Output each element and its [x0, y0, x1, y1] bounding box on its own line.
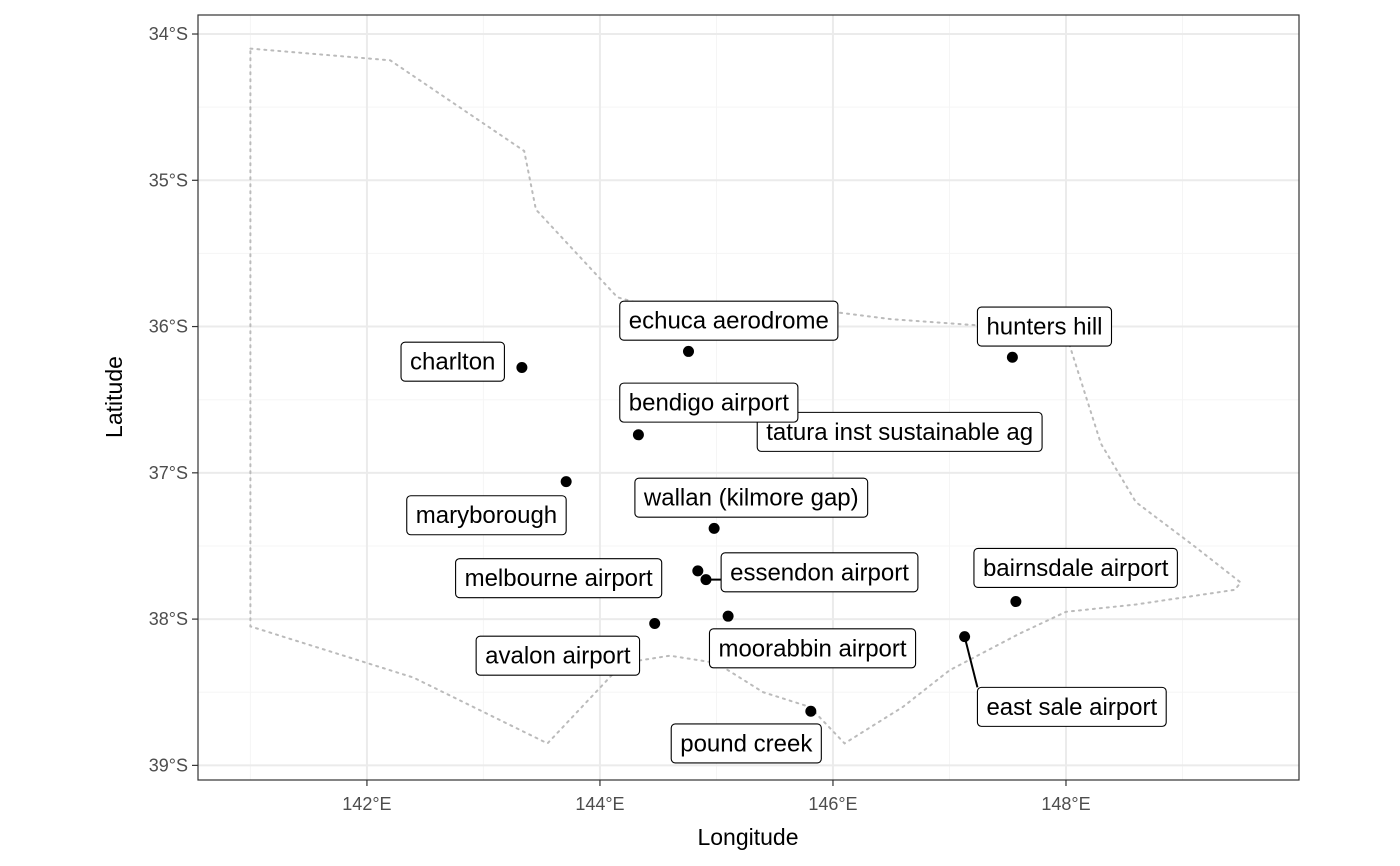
- station-label-box: [634, 477, 869, 518]
- station-label: maryborough: [406, 495, 567, 536]
- station-label-box: [973, 547, 1178, 588]
- station-label-text: tatura inst sustainable ag: [766, 419, 1033, 446]
- station-label-text: bendigo airport: [629, 390, 789, 417]
- station-label-text: bairnsdale airport: [983, 555, 1169, 582]
- station-label-text: essendon airport: [730, 559, 909, 586]
- station-label-text: charlton: [410, 349, 495, 376]
- station-label: tatura inst sustainable ag: [756, 411, 1043, 452]
- station-label-text: wallan (kilmore gap): [643, 485, 859, 512]
- axis-ticks: 142°E 144°E 146°E 148°E 34°S 35°S 36°S 37°S 38°S…: [149, 24, 1091, 814]
- y-axis-title: Latitude: [101, 356, 127, 438]
- station-point: [649, 617, 661, 629]
- y-tick-label: 36°S: [149, 317, 188, 337]
- station-point: [708, 522, 720, 534]
- station-label: avalon airport: [475, 635, 641, 676]
- x-tick-label: 148°E: [1041, 794, 1090, 814]
- station-label-box: [455, 558, 663, 599]
- station-label-box: [756, 411, 1043, 452]
- grid-lines: [198, 15, 1299, 780]
- station-label: moorabbin airport: [708, 628, 917, 669]
- station-label-box: [475, 635, 641, 676]
- station-label: melbourne airport: [455, 558, 663, 599]
- station-label-text: east sale airport: [986, 694, 1157, 721]
- station-label-box: [400, 341, 505, 382]
- station-point: [959, 631, 971, 643]
- station-point: [560, 476, 572, 488]
- station-label-text: pound creek: [680, 730, 813, 757]
- station-label: echuca aerodrome: [619, 300, 839, 341]
- station-label: charlton: [400, 341, 505, 382]
- station-label-text: avalon airport: [485, 643, 631, 670]
- station-point: [1010, 596, 1022, 608]
- station-label-box: [406, 495, 567, 536]
- station-labels: charlton echuca aerodrome hunters hill tatu…: [400, 300, 1178, 764]
- station-label: pound creek: [670, 723, 822, 764]
- station-point: [516, 362, 528, 374]
- station-point: [805, 705, 817, 717]
- station-label-box: [619, 300, 839, 341]
- x-tick-label: 142°E: [342, 794, 391, 814]
- station-label-box: [619, 382, 799, 423]
- station-label-text: hunters hill: [986, 314, 1102, 341]
- station-label: bendigo airport: [619, 382, 799, 423]
- x-axis-title: Longitude: [697, 824, 798, 850]
- station-label-box: [976, 306, 1113, 347]
- y-tick-label: 34°S: [149, 24, 188, 44]
- y-tick-label: 38°S: [149, 609, 188, 629]
- label-leader-line: [963, 636, 979, 688]
- station-label-text: echuca aerodrome: [629, 308, 829, 335]
- panel-border: [197, 14, 1300, 781]
- station-label: bairnsdale airport: [973, 547, 1178, 588]
- station-label: essendon airport: [720, 552, 919, 593]
- station-point: [682, 345, 694, 357]
- x-tick-label: 144°E: [575, 794, 624, 814]
- station-label-box: [720, 552, 919, 593]
- station-label-box: [670, 723, 822, 764]
- station-label-box: [708, 628, 917, 669]
- station-label-text: moorabbin airport: [718, 635, 906, 662]
- station-point: [722, 610, 734, 622]
- y-tick-label: 39°S: [149, 755, 188, 775]
- station-label: hunters hill: [976, 306, 1113, 347]
- station-label-text: melbourne airport: [465, 565, 653, 592]
- station-point: [1006, 351, 1018, 363]
- y-tick-label: 37°S: [149, 463, 188, 483]
- station-label-text: maryborough: [416, 502, 557, 529]
- station-label: wallan (kilmore gap): [634, 477, 869, 518]
- x-tick-label: 146°E: [808, 794, 857, 814]
- station-label-box: [976, 686, 1167, 727]
- station-point: [700, 574, 712, 586]
- y-tick-label: 35°S: [149, 170, 188, 190]
- station-point: [632, 429, 644, 441]
- station-point: [692, 565, 704, 577]
- station-label: east sale airport: [976, 686, 1167, 727]
